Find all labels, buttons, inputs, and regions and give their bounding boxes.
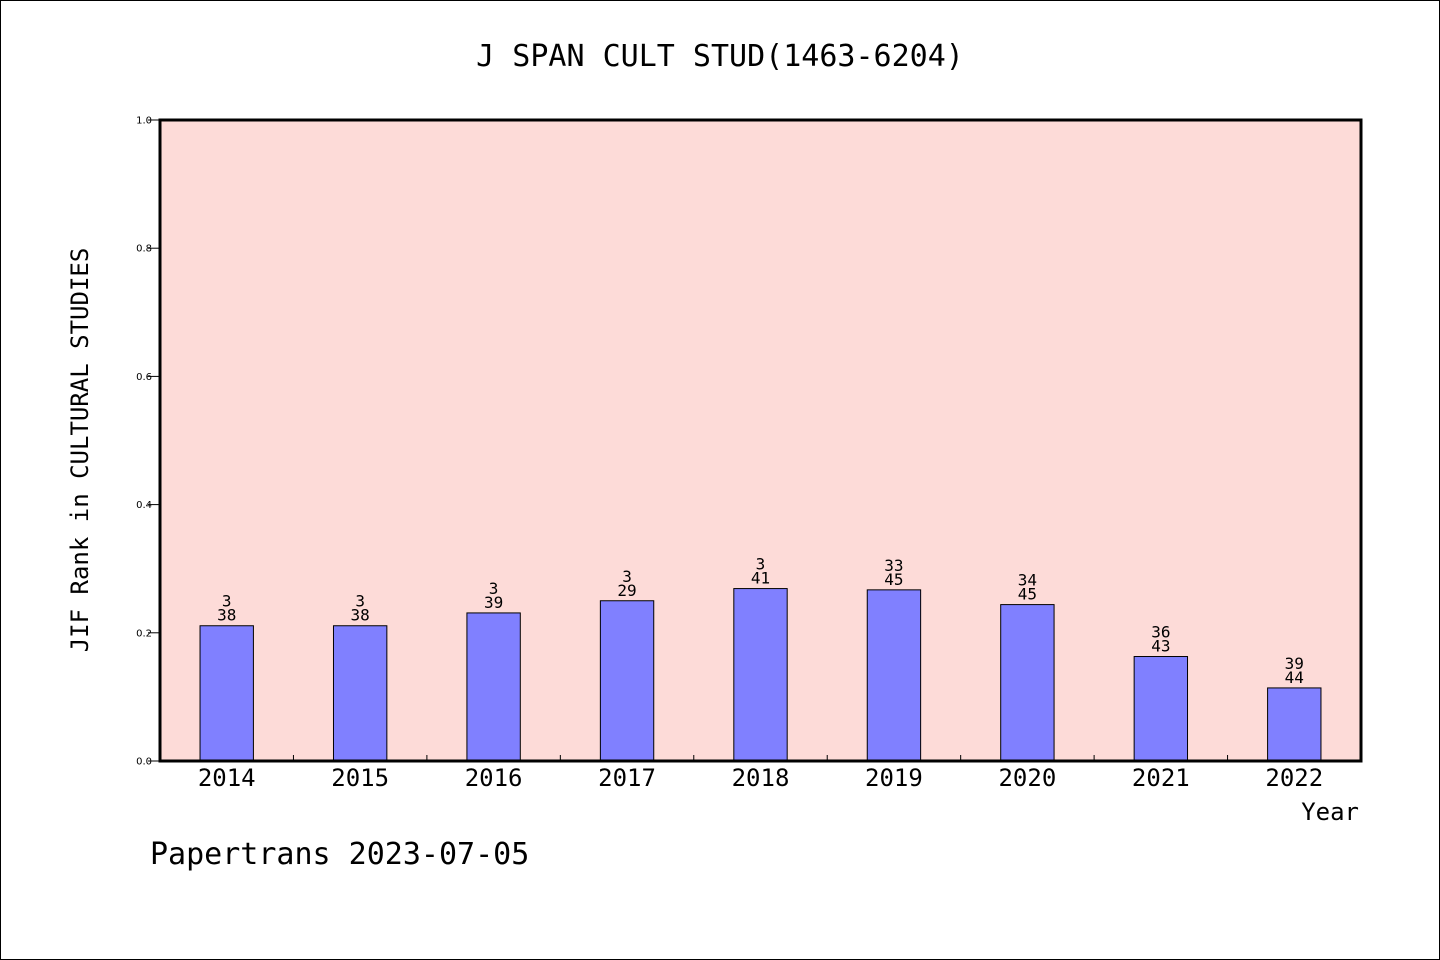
x-axis-label: Year xyxy=(1301,798,1359,826)
x-tick-label: 2019 xyxy=(865,764,923,792)
rank-label: 3 xyxy=(355,592,365,611)
plot-border xyxy=(158,118,1363,763)
total-label: 38 xyxy=(217,606,236,625)
x-tick-label: 2018 xyxy=(732,764,790,792)
x-tick-label: 2016 xyxy=(465,764,523,792)
bar-2014 xyxy=(199,625,254,762)
y-axis-label: JIF Rank in CULTURAL STUDIES xyxy=(66,248,94,653)
bar-2019 xyxy=(866,589,922,762)
x-tick-label: 2022 xyxy=(1265,764,1323,792)
rank-label: 39 xyxy=(1285,654,1304,673)
rank-label: 3 xyxy=(756,555,766,574)
rank-label: 3 xyxy=(489,579,499,598)
chart-title: J SPAN CULT STUD(1463-6204) xyxy=(476,39,964,74)
total-label: 41 xyxy=(751,569,770,588)
bar-series xyxy=(199,588,1322,762)
x-tick-label: 2020 xyxy=(998,764,1056,792)
y-tick-label: 0.0 xyxy=(136,757,152,768)
total-label: 45 xyxy=(884,570,903,589)
x-tick-label: 2017 xyxy=(598,764,656,792)
bar-2016 xyxy=(466,612,521,762)
y-tick-label: 1.0 xyxy=(136,116,152,127)
total-label: 44 xyxy=(1285,668,1304,687)
x-axis: 2014 2015 2016 2017 2018 2019 2020 2021 2022 xyxy=(198,755,1323,792)
y-tick-label: 0.6 xyxy=(136,372,152,383)
x-tick-label: 2015 xyxy=(331,764,389,792)
rank-label: 3 xyxy=(622,567,632,586)
bar-2020 xyxy=(1000,604,1055,762)
footer-credit: Papertrans 2023-07-05 xyxy=(150,837,529,872)
rank-label: 36 xyxy=(1151,623,1170,642)
y-tick-label: 0.2 xyxy=(136,628,152,639)
bar-2021 xyxy=(1133,656,1189,762)
total-label: 43 xyxy=(1151,637,1170,656)
bar-2022 xyxy=(1267,687,1322,762)
y-axis: 0.0 0.2 0.4 0.6 0.8 1.0 xyxy=(136,116,160,768)
x-tick-label: 2014 xyxy=(198,764,256,792)
rank-label: 33 xyxy=(884,556,903,575)
y-tick-label: 0.4 xyxy=(136,500,152,511)
total-label: 39 xyxy=(484,593,503,612)
y-tick-label: 0.8 xyxy=(136,244,152,255)
total-label: 45 xyxy=(1018,585,1037,604)
total-label: 29 xyxy=(617,581,636,600)
total-label: 38 xyxy=(351,606,370,625)
bar-2015 xyxy=(332,625,388,762)
x-tick-label: 2021 xyxy=(1132,764,1190,792)
rank-label: 3 xyxy=(222,592,232,611)
bar-2018 xyxy=(733,588,788,762)
rank-label: 34 xyxy=(1018,571,1037,590)
bar-2017 xyxy=(599,600,655,762)
